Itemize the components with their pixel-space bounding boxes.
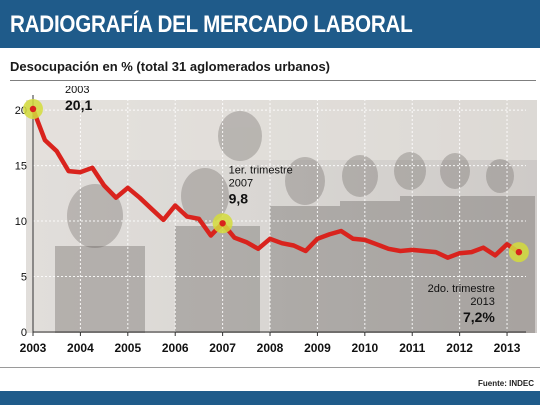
data-point xyxy=(162,219,165,221)
data-point xyxy=(198,218,200,220)
data-point xyxy=(174,204,177,207)
background-photo xyxy=(26,100,537,333)
annotation-year: 2013 xyxy=(470,296,494,308)
subtitle-divider xyxy=(10,80,536,81)
y-tick-label: 15 xyxy=(15,161,27,173)
chart-subtitle: Desocupación en % (total 31 aglomerados … xyxy=(10,59,331,74)
data-point xyxy=(352,238,354,240)
highlight-center xyxy=(29,105,37,113)
data-point xyxy=(127,186,129,189)
data-point xyxy=(281,242,283,245)
page-title: RADIOGRAFÍA DEL MERCADO LABORAL xyxy=(10,11,413,38)
unemployment-series-line xyxy=(30,106,522,260)
data-point xyxy=(328,233,331,236)
data-point xyxy=(79,171,82,174)
annotation-period: 2do. trimestre xyxy=(428,283,495,295)
annotation-label: 1er. trimestre200320,1 xyxy=(65,86,92,113)
data-point xyxy=(375,243,378,246)
data-point xyxy=(304,250,307,252)
data-point xyxy=(245,241,248,243)
x-tick-label: 2006 xyxy=(162,341,189,355)
data-point xyxy=(103,184,105,187)
data-point xyxy=(67,170,70,172)
data-point xyxy=(494,254,496,257)
data-point xyxy=(269,238,271,240)
data-point xyxy=(470,251,473,253)
source-credit: Fuente: INDEC xyxy=(478,379,534,388)
x-tick-label: 2010 xyxy=(351,341,378,355)
data-point xyxy=(233,236,236,239)
annotation-value: 9,8 xyxy=(229,190,249,206)
header-bar: RADIOGRAFÍA DEL MERCADO LABORAL xyxy=(0,0,540,48)
data-point xyxy=(138,196,141,199)
data-point xyxy=(411,249,414,251)
y-tick-label: 0 xyxy=(21,327,27,339)
data-point xyxy=(446,256,449,259)
data-point xyxy=(482,246,485,249)
data-point xyxy=(115,196,117,199)
y-tick-label: 5 xyxy=(21,272,27,284)
x-tick-label: 2004 xyxy=(67,341,94,355)
footer-bar xyxy=(0,391,540,405)
annotation-year: 2007 xyxy=(229,177,253,189)
data-point xyxy=(387,247,390,250)
data-point xyxy=(316,238,319,240)
x-tick-label: 2011 xyxy=(399,341,425,355)
x-tick-label: 2009 xyxy=(304,341,331,355)
x-tick-label: 2008 xyxy=(257,341,284,355)
data-point xyxy=(458,252,461,255)
data-point xyxy=(209,234,212,237)
data-point xyxy=(150,208,153,210)
data-point xyxy=(399,250,402,252)
x-tick-label: 2012 xyxy=(446,341,473,355)
highlight-center xyxy=(219,220,226,227)
data-point xyxy=(435,251,437,253)
annotation-value: 7,2% xyxy=(463,309,495,325)
annotation-value: 20,1 xyxy=(65,97,92,113)
data-point xyxy=(91,166,94,169)
data-point xyxy=(506,243,508,246)
data-point xyxy=(186,215,188,218)
footer-divider xyxy=(0,367,540,368)
x-tick-label: 2007 xyxy=(209,341,236,355)
data-point xyxy=(44,139,46,141)
data-point xyxy=(340,230,342,232)
data-point xyxy=(257,247,259,250)
data-point xyxy=(423,250,425,252)
annotation-year: 2003 xyxy=(65,86,89,96)
y-tick-label: 10 xyxy=(15,216,27,228)
series-layer xyxy=(30,106,522,260)
x-tick-label: 2003 xyxy=(20,341,47,355)
highlight-center xyxy=(515,248,523,256)
x-tick-label: 2005 xyxy=(114,341,141,355)
annotation-period: 1er. trimestre xyxy=(229,164,293,176)
data-point xyxy=(55,150,58,152)
x-tick-label: 2013 xyxy=(494,341,521,355)
data-point xyxy=(364,239,366,241)
data-point xyxy=(292,244,295,247)
